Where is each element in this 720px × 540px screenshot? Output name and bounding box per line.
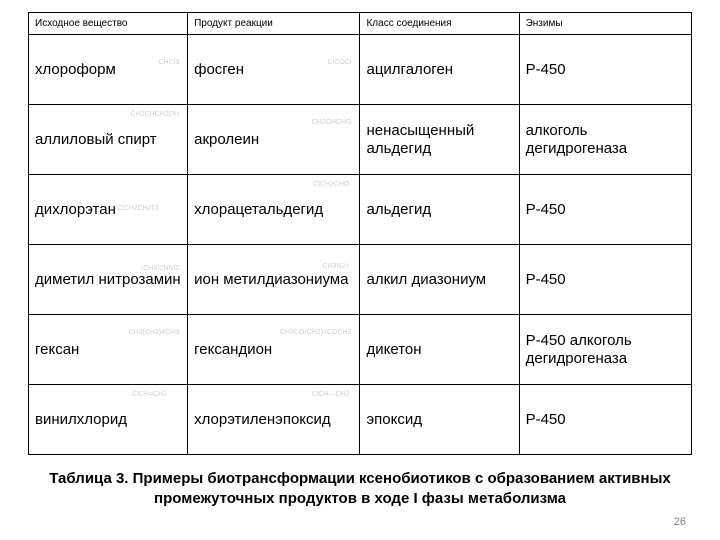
chem-formula: CH2CHCH2OH bbox=[130, 111, 179, 119]
col-header: Энзимы bbox=[519, 13, 691, 35]
chem-formula: CH2CHCHO bbox=[312, 119, 352, 127]
cell-class: эпоксид bbox=[360, 385, 519, 455]
chem-formula: ClCH=CH2 bbox=[132, 391, 167, 399]
table-row: диметил нитрозамин(CH3)2NNOион метилдиаз… bbox=[29, 245, 692, 315]
cell-product: фосгенClCOCl bbox=[188, 35, 360, 105]
cell-enzymes: Р-450 bbox=[519, 175, 691, 245]
cell-class: альдегид bbox=[360, 175, 519, 245]
table-row: винилхлорид ClCH=CH2 хлорэтиленэпоксид ClCH… bbox=[29, 385, 692, 455]
chem-formula: CH3N2+ bbox=[322, 263, 349, 271]
cell-enzymes: Р-450 bbox=[519, 35, 691, 105]
chem-formula: CH3CO(CH2)2COCH3 bbox=[280, 329, 352, 337]
page-number: 26 bbox=[674, 516, 686, 528]
table-row: хлороформCHCl3фосгенClCOClацилгалогенР-4… bbox=[29, 35, 692, 105]
cell-class: дикетон bbox=[360, 315, 519, 385]
table-header-row: Исходное вещество Продукт реакции Класс … bbox=[29, 13, 692, 35]
cell-substance: хлороформCHCl3 bbox=[29, 35, 188, 105]
cell-substance: гексан CH3(CH2)4CH3 bbox=[29, 315, 188, 385]
cell-text: диметил нитрозамин bbox=[35, 271, 181, 288]
chem-formula: CHCl3 bbox=[158, 59, 179, 67]
cell-product: хлорэтиленэпоксид ClCH—CH2 bbox=[188, 385, 360, 455]
cell-substance: диметил нитрозамин(CH3)2NNO bbox=[29, 245, 188, 315]
biotransformation-table: Исходное вещество Продукт реакции Класс … bbox=[28, 12, 692, 455]
cell-text: дихлорэтан bbox=[35, 201, 181, 218]
col-header: Класс соединения bbox=[360, 13, 519, 35]
chem-formula: ClCH2CHO bbox=[313, 181, 349, 189]
cell-substance: винилхлорид ClCH=CH2 bbox=[29, 385, 188, 455]
cell-text: хлорэтиленэпоксид bbox=[194, 411, 353, 428]
chem-formula: CH3(CH2)4CH3 bbox=[129, 329, 180, 337]
cell-class: ненасыщенный альдегид bbox=[360, 105, 519, 175]
table-row: гексан CH3(CH2)4CH3 гександион CH3CO(CH2)2C… bbox=[29, 315, 692, 385]
cell-product: гександион CH3CO(CH2)2COCH3 bbox=[188, 315, 360, 385]
cell-text: акролеин bbox=[194, 131, 353, 148]
cell-product: акролеин CH2CHCHO bbox=[188, 105, 360, 175]
cell-text: хлорацетальдегид bbox=[194, 201, 353, 218]
cell-class: ацилгалоген bbox=[360, 35, 519, 105]
cell-class: алкил диазониум bbox=[360, 245, 519, 315]
col-header: Продукт реакции bbox=[188, 13, 360, 35]
cell-text: гексан bbox=[35, 341, 181, 358]
cell-text: гександион bbox=[194, 341, 353, 358]
cell-text: аллиловый спирт bbox=[35, 131, 181, 148]
chem-formula: ClCOCl bbox=[328, 59, 352, 67]
cell-enzymes: Р-450 алкоголь дегидрогеназа bbox=[519, 315, 691, 385]
table-body: хлороформCHCl3фосгенClCOClацилгалогенР-4… bbox=[29, 35, 692, 455]
cell-substance: дихлорэтанClCH2CH2Cl bbox=[29, 175, 188, 245]
cell-enzymes: алкоголь дегидрогеназа bbox=[519, 105, 691, 175]
cell-substance: аллиловый спирт CH2CHCH2OH bbox=[29, 105, 188, 175]
cell-product: ион метилдиазониумаCH3N2+ bbox=[188, 245, 360, 315]
table-caption: Таблица 3. Примеры биотрансформации ксен… bbox=[28, 469, 692, 510]
chem-formula: ClCH2CH2Cl bbox=[117, 205, 158, 213]
col-header: Исходное вещество bbox=[29, 13, 188, 35]
chem-formula: (CH3)2NNO bbox=[141, 265, 179, 273]
table-row: аллиловый спирт CH2CHCH2OH акролеин CH2CHCH… bbox=[29, 105, 692, 175]
cell-text: ион метилдиазониума bbox=[194, 271, 353, 288]
table-row: дихлорэтанClCH2CH2Cl хлорацетальдегид ClCH… bbox=[29, 175, 692, 245]
cell-text: винилхлорид bbox=[35, 411, 181, 428]
cell-product: хлорацетальдегид ClCH2CHO bbox=[188, 175, 360, 245]
cell-enzymes: Р-450 bbox=[519, 385, 691, 455]
cell-enzymes: Р-450 bbox=[519, 245, 691, 315]
chem-formula: ClCH—CH2 bbox=[312, 391, 350, 399]
